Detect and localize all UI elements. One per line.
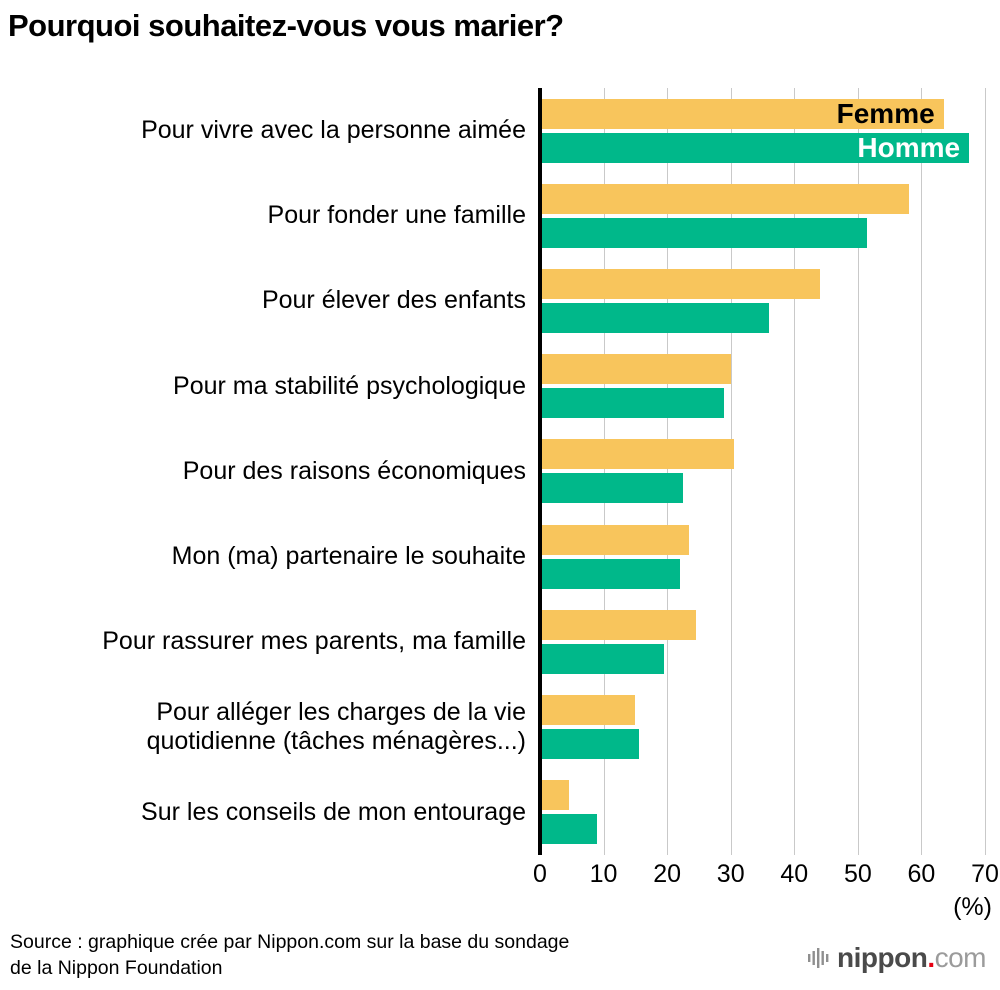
gridline-20 — [667, 88, 669, 855]
bar-group-1: Pour fonder une famille — [0, 173, 985, 258]
bar-group-4: Pour des raisons économiques — [0, 429, 985, 514]
bar-homme-4 — [540, 473, 684, 504]
gridline-60 — [921, 88, 923, 855]
bar-group-3: Pour ma stabilité psychologique — [0, 344, 985, 429]
bar-femme-3 — [540, 354, 731, 385]
x-tick-label-50: 50 — [843, 860, 872, 888]
source-line-2: de la Nippon Foundation — [10, 956, 223, 979]
bar-homme-1 — [540, 217, 868, 248]
bar-pair-2 — [540, 258, 985, 343]
chart-title: Pourquoi souhaitez-vous vous marier? — [8, 8, 564, 43]
bar-pair-7 — [540, 685, 985, 770]
legend-label-femme: Femme — [836, 97, 935, 129]
logo-red-dot: . — [927, 942, 935, 973]
bar-femme-5 — [540, 524, 690, 555]
x-tick-label-70: 70 — [971, 860, 999, 888]
source-text: Source : graphique crée par Nippon.com s… — [10, 930, 569, 981]
nippon-logo-icon — [808, 948, 829, 968]
bar-femme-7 — [540, 695, 636, 726]
bar-pair-3 — [540, 344, 985, 429]
bar-group-2: Pour élever des enfants — [0, 258, 985, 343]
category-label-8: Sur les conseils de mon entourage — [141, 797, 526, 826]
x-tick-label-10: 10 — [589, 860, 618, 888]
category-label-5: Mon (ma) partenaire le souhaite — [171, 541, 526, 570]
bar-group-6: Pour rassurer mes parents, ma famille — [0, 599, 985, 684]
x-tick-label-0: 0 — [533, 860, 547, 888]
category-label-2: Pour élever des enfants — [261, 286, 526, 315]
category-label-3: Pour ma stabilité psychologique — [173, 371, 526, 400]
gridline-10 — [603, 88, 605, 855]
source-line-1: Source : graphique crée par Nippon.com s… — [10, 931, 570, 953]
bar-homme-7 — [540, 729, 639, 760]
plot-grid — [540, 88, 986, 855]
gridline-40 — [794, 88, 796, 855]
logo-nippon-word: nippon — [837, 942, 928, 973]
legend-label-homme: Homme — [857, 131, 961, 163]
bar-homme-3 — [540, 388, 725, 419]
bar-femme-1 — [540, 183, 909, 214]
x-tick-label-60: 60 — [907, 860, 936, 888]
x-axis-zero-line — [538, 88, 542, 855]
bar-homme-6 — [540, 643, 664, 674]
category-label-7: Pour alléger les charges de la vie quoti… — [146, 697, 526, 756]
nippon-logo: nippon.com — [807, 942, 987, 974]
bar-homme-8 — [540, 814, 598, 845]
logo-tld: com — [934, 942, 987, 973]
gridline-70 — [985, 88, 986, 855]
bar-pair-5 — [540, 514, 985, 599]
x-axis-unit: (%) — [953, 893, 992, 921]
x-tick-label-40: 40 — [780, 860, 809, 888]
gridline-30 — [730, 88, 732, 855]
x-tick-label-20: 20 — [653, 860, 682, 888]
bar-femme-4 — [540, 439, 734, 470]
bar-femme-8 — [540, 780, 569, 811]
bar-pair-6 — [540, 599, 985, 684]
x-axis-ticks: 0 10 20 30 40 50 60 70 — [533, 860, 999, 890]
bar-group-5: Mon (ma) partenaire le souhaite — [0, 514, 985, 599]
category-label-0: Pour vivre avec la personne aimée — [141, 115, 526, 144]
gridline-50 — [857, 88, 859, 855]
bar-group-0: Pour vivre avec la personne aimée Femme Ho… — [0, 88, 985, 173]
bar-pair-1 — [540, 173, 985, 258]
nippon-logo-text: nippon.com — [837, 942, 986, 974]
bar-pair-8 — [540, 770, 985, 855]
x-tick-label-30: 30 — [716, 860, 745, 888]
bar-femme-6 — [540, 609, 696, 640]
bar-group-8: Sur les conseils de mon entourage — [0, 770, 985, 855]
bar-pair-0: Femme Homme — [540, 88, 985, 173]
bar-femme-0: Femme — [540, 97, 944, 129]
bar-femme-2 — [540, 269, 820, 300]
bar-pair-4 — [540, 429, 985, 514]
bar-homme-0: Homme — [540, 131, 970, 163]
bar-homme-2 — [540, 303, 769, 334]
category-label-6: Pour rassurer mes parents, ma famille — [102, 627, 526, 656]
category-label-1: Pour fonder une famille — [267, 201, 526, 230]
bar-groups: Pour vivre avec la personne aimée Femme Ho… — [0, 88, 985, 855]
category-label-4: Pour des raisons économiques — [182, 456, 526, 485]
bar-homme-5 — [540, 558, 680, 589]
bar-group-7: Pour alléger les charges de la vie quoti… — [0, 685, 985, 770]
